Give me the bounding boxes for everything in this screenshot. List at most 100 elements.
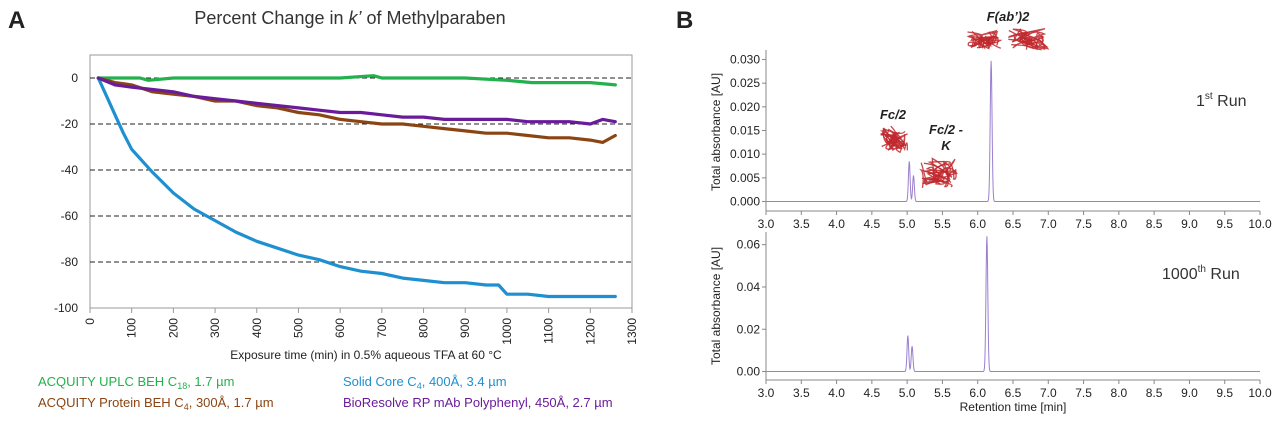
x-tick-label: 1300 bbox=[625, 318, 639, 345]
top-run-label: 1st Run bbox=[1196, 91, 1246, 110]
ribbon-strand bbox=[923, 162, 955, 181]
x-tick-label: 4.0 bbox=[828, 217, 845, 231]
x-tick-label: 8.0 bbox=[1111, 386, 1128, 400]
x-tick-label: 700 bbox=[375, 318, 389, 338]
x-tick-label: 800 bbox=[417, 318, 431, 338]
bottom-run-label: 1000th Run bbox=[1162, 264, 1240, 283]
x-tick-label: 400 bbox=[250, 318, 264, 338]
y-tick-label: 0.020 bbox=[730, 100, 760, 114]
legend-blue-pre: Solid Core C bbox=[343, 374, 417, 389]
bottom-xlabel: Retention time [min] bbox=[960, 400, 1067, 414]
ribbon-strand bbox=[880, 125, 898, 151]
legend-entry-blue: Solid Core C4, 400Å, 3.4 µm bbox=[343, 374, 507, 391]
y-tick-label: -60 bbox=[61, 209, 79, 223]
panel-a-xticks: 0 100 200 300 400 500 600 700 800 900 1000 1100 1200… bbox=[83, 308, 639, 345]
x-tick-label: 8.5 bbox=[1146, 386, 1163, 400]
top-run-sup: st bbox=[1205, 91, 1213, 102]
bottom-yticks: 0.00 0.02 0.04 0.06 bbox=[737, 238, 766, 379]
bottom-run-num: 1000 bbox=[1162, 266, 1198, 283]
x-tick-label: 200 bbox=[166, 318, 180, 338]
panel-b-letter: B bbox=[676, 7, 693, 34]
y-tick-label: 0.010 bbox=[730, 147, 760, 161]
x-tick-label: 3.5 bbox=[793, 386, 810, 400]
panel-a-title: Percent Change in k’ of Methylparaben bbox=[194, 8, 505, 28]
x-tick-label: 500 bbox=[291, 318, 305, 338]
x-tick-label: 900 bbox=[458, 318, 472, 338]
x-tick-label: 3.0 bbox=[758, 386, 775, 400]
top-run-word: Run bbox=[1213, 93, 1247, 110]
y-tick-label: 0.02 bbox=[737, 322, 761, 336]
x-tick-label: 5.5 bbox=[934, 386, 951, 400]
legend-brown-pre: ACQUITY Protein BEH C bbox=[38, 395, 184, 410]
title-suffix: of Methylparaben bbox=[362, 8, 506, 28]
y-tick-label: 0.025 bbox=[730, 76, 760, 90]
ribbon-strand bbox=[924, 161, 956, 188]
title-prefix: Percent Change in bbox=[194, 8, 348, 28]
y-tick-label: 0.030 bbox=[730, 52, 760, 66]
y-tick-label: -100 bbox=[54, 301, 78, 315]
legend-blue-sub: 4 bbox=[417, 381, 422, 391]
fc2-structure-icon bbox=[879, 125, 908, 154]
y-tick-label: 0.000 bbox=[730, 195, 760, 209]
series-line-brown bbox=[96, 76, 617, 144]
top-trace bbox=[766, 60, 1260, 203]
x-tick-label: 0 bbox=[83, 318, 97, 325]
annotation-fc2: Fc/2 bbox=[880, 107, 907, 122]
panel-a-grid bbox=[90, 77, 632, 263]
x-tick-label: 600 bbox=[333, 318, 347, 338]
ribbon-strand bbox=[886, 131, 905, 154]
bottom-run-sup: th bbox=[1198, 264, 1206, 275]
ribbon-strand bbox=[1008, 28, 1046, 45]
y-tick-label: 0.06 bbox=[737, 238, 761, 252]
x-tick-label: 1000 bbox=[500, 318, 514, 345]
annotation-fc2k-line1: Fc/2 - bbox=[929, 122, 963, 137]
panel-a-yticks: 0 -20 -40 -60 -80 -100 bbox=[54, 71, 78, 315]
top-run-num: 1 bbox=[1196, 93, 1205, 110]
x-tick-label: 6.5 bbox=[1005, 217, 1022, 231]
x-tick-label: 100 bbox=[125, 318, 139, 338]
x-tick-label: 4.0 bbox=[828, 386, 845, 400]
ribbon-strand bbox=[1009, 31, 1050, 50]
x-tick-label: 300 bbox=[208, 318, 222, 338]
legend-purple-pre: BioResolve RP mAb Polyphenyl, 450Å, 2.7 … bbox=[343, 395, 613, 410]
x-tick-label: 6.5 bbox=[1005, 386, 1022, 400]
x-tick-label: 7.0 bbox=[1040, 386, 1057, 400]
x-tick-label: 5.0 bbox=[899, 386, 916, 400]
panel-a-series bbox=[96, 74, 617, 299]
y-tick-label: -20 bbox=[61, 117, 79, 131]
title-italic: k’ bbox=[349, 8, 363, 28]
panel-a-frame bbox=[89, 54, 633, 309]
x-tick-label: 1100 bbox=[542, 318, 556, 344]
series-line-blue bbox=[96, 76, 617, 299]
y-tick-label: -40 bbox=[61, 163, 79, 177]
panel-a-legend: ACQUITY UPLC BEH C18, 1.7 µm Solid Core … bbox=[38, 374, 613, 412]
panel-a-letter: A bbox=[8, 7, 25, 34]
y-tick-label: 0.005 bbox=[730, 171, 760, 185]
legend-green-pre: ACQUITY UPLC BEH C bbox=[38, 374, 177, 389]
series-line-purple bbox=[96, 76, 617, 126]
legend-green-post: , 1.7 µm bbox=[187, 374, 234, 389]
x-tick-label: 9.0 bbox=[1181, 217, 1198, 231]
x-tick-label: 7.5 bbox=[1075, 217, 1092, 231]
x-tick-label: 7.0 bbox=[1040, 217, 1057, 231]
ribbon-strand bbox=[967, 36, 1002, 50]
x-tick-label: 9.5 bbox=[1216, 386, 1233, 400]
annotation-fc2k-line2: K bbox=[941, 138, 952, 153]
x-tick-label: 6.0 bbox=[969, 386, 986, 400]
ribbon-strand bbox=[1012, 28, 1042, 51]
top-ylabel: Total absorbance [AU] bbox=[709, 73, 723, 191]
y-tick-label: -80 bbox=[61, 255, 79, 269]
top-yticks: 0.000 0.005 0.010 0.015 0.020 0.025 0.030 bbox=[730, 52, 766, 209]
fc2k-structure-icon bbox=[919, 157, 958, 188]
x-tick-label: 5.5 bbox=[934, 217, 951, 231]
bottom-run-word: Run bbox=[1206, 266, 1240, 283]
x-tick-label: 8.5 bbox=[1146, 217, 1163, 231]
annotation-fab2: F(ab’)2 bbox=[987, 9, 1030, 24]
legend-green-sub: 18 bbox=[177, 381, 187, 391]
x-tick-label: 3.0 bbox=[758, 217, 775, 231]
series-line-green bbox=[96, 74, 617, 87]
legend-brown-post: , 300Å, 1.7 µm bbox=[189, 395, 274, 410]
chromatogram-bottom: 0.00 0.02 0.04 0.06 3.0 3.5 4.0 4.5 5.0 5.5 6.0 6.… bbox=[709, 232, 1272, 414]
